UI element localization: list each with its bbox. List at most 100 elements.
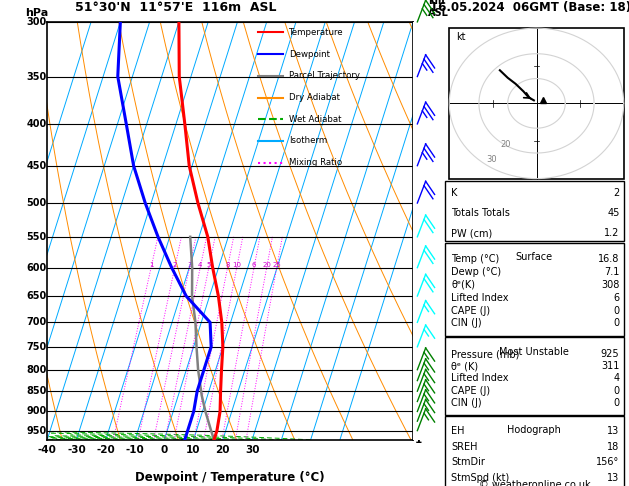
Text: 1: 1	[149, 261, 153, 268]
Text: 2: 2	[613, 188, 620, 198]
Text: 0: 0	[613, 398, 620, 408]
Bar	[445, 243, 624, 336]
Text: 300: 300	[26, 17, 47, 27]
Text: 51°30'N  11°57'E  116m  ASL: 51°30'N 11°57'E 116m ASL	[74, 0, 276, 14]
Text: 10: 10	[186, 445, 201, 455]
Bar	[449, 28, 624, 179]
Text: kt: kt	[455, 32, 465, 42]
Text: 750: 750	[26, 342, 47, 352]
Text: 500: 500	[26, 198, 47, 208]
Text: 950: 950	[26, 426, 47, 435]
Text: Lifted Index: Lifted Index	[452, 373, 509, 383]
Text: SREH: SREH	[452, 441, 478, 451]
Text: 650: 650	[26, 291, 47, 301]
Text: Pressure (mb): Pressure (mb)	[452, 349, 520, 359]
Text: K: K	[452, 188, 458, 198]
Text: 900: 900	[26, 406, 47, 417]
Text: 400: 400	[26, 119, 47, 129]
Text: 10: 10	[232, 261, 242, 268]
Text: 2: 2	[172, 261, 177, 268]
Text: -40: -40	[38, 445, 57, 455]
Text: Wet Adiabat: Wet Adiabat	[289, 115, 341, 124]
Text: 20: 20	[262, 261, 271, 268]
Text: 311: 311	[601, 361, 620, 371]
Text: Dewpoint: Dewpoint	[289, 50, 330, 58]
Text: 25: 25	[272, 261, 281, 268]
Text: 0: 0	[160, 445, 168, 455]
Text: θᵉ(K): θᵉ(K)	[452, 280, 476, 290]
Text: Mixing Ratio: Mixing Ratio	[289, 158, 342, 167]
Text: 16.05.2024  06GMT (Base: 18): 16.05.2024 06GMT (Base: 18)	[430, 0, 629, 14]
Text: 4: 4	[613, 373, 620, 383]
Text: 1: 1	[415, 435, 422, 445]
Text: CIN (J): CIN (J)	[452, 318, 482, 329]
Text: -10: -10	[126, 445, 145, 455]
Text: 4: 4	[415, 291, 422, 301]
Text: Dewpoint / Temperature (°C): Dewpoint / Temperature (°C)	[135, 471, 325, 484]
Text: Surface: Surface	[516, 252, 553, 262]
Text: 6: 6	[252, 261, 256, 268]
Text: 30: 30	[486, 156, 496, 164]
Text: CAPE (J): CAPE (J)	[452, 306, 491, 315]
Bar	[445, 416, 624, 486]
Text: 156°: 156°	[596, 457, 620, 468]
Text: 925: 925	[601, 349, 620, 359]
Text: Dewp (°C): Dewp (°C)	[452, 267, 501, 277]
Bar	[445, 337, 624, 415]
Text: 16.8: 16.8	[598, 254, 620, 264]
Text: 308: 308	[601, 280, 620, 290]
Text: 450: 450	[26, 161, 47, 171]
Text: 3: 3	[415, 342, 422, 352]
Text: 600: 600	[26, 262, 47, 273]
Text: 800: 800	[26, 364, 47, 375]
Text: 0: 0	[613, 385, 620, 396]
Text: Parcel Trajectory: Parcel Trajectory	[289, 71, 360, 80]
Text: Isotherm: Isotherm	[289, 137, 327, 145]
Text: 45: 45	[607, 208, 620, 218]
Text: © weatheronline.co.uk: © weatheronline.co.uk	[479, 480, 590, 486]
Text: 18: 18	[607, 441, 620, 451]
Text: CIN (J): CIN (J)	[452, 398, 482, 408]
Text: hPa: hPa	[25, 8, 48, 17]
Text: StmDir: StmDir	[452, 457, 486, 468]
Text: 30: 30	[245, 445, 259, 455]
Text: Hodograph: Hodograph	[508, 425, 561, 435]
Text: -20: -20	[96, 445, 115, 455]
Text: PW (cm): PW (cm)	[452, 228, 493, 238]
Text: Totals Totals: Totals Totals	[452, 208, 510, 218]
Text: 8: 8	[415, 67, 422, 76]
Text: θᵉ (K): θᵉ (K)	[452, 361, 479, 371]
Text: 5: 5	[415, 238, 422, 248]
Text: Most Unstable: Most Unstable	[499, 347, 569, 357]
Text: 0: 0	[613, 318, 620, 329]
Text: 7: 7	[415, 128, 422, 138]
Text: 1.2: 1.2	[604, 228, 620, 238]
Text: 6: 6	[415, 184, 422, 193]
Text: 13: 13	[607, 473, 620, 483]
Text: 850: 850	[26, 386, 47, 396]
Text: 7.1: 7.1	[604, 267, 620, 277]
Bar	[445, 181, 624, 242]
Text: 13: 13	[607, 426, 620, 435]
Text: -30: -30	[67, 445, 86, 455]
Text: 4: 4	[198, 261, 203, 268]
Text: 20: 20	[501, 140, 511, 149]
Text: LCL: LCL	[415, 391, 431, 400]
Text: 350: 350	[26, 71, 47, 82]
Text: StmSpd (kt): StmSpd (kt)	[452, 473, 509, 483]
Text: 700: 700	[26, 317, 47, 328]
Text: km
ASL: km ASL	[428, 0, 448, 17]
Text: 0: 0	[613, 306, 620, 315]
Text: 8: 8	[225, 261, 230, 268]
Text: EH: EH	[452, 426, 465, 435]
Text: 6: 6	[613, 293, 620, 303]
Text: Dry Adiabat: Dry Adiabat	[289, 93, 340, 102]
Text: Mixing Ratio (g/kg): Mixing Ratio (g/kg)	[452, 191, 462, 271]
Text: Lifted Index: Lifted Index	[452, 293, 509, 303]
Text: 5: 5	[206, 261, 211, 268]
Text: CAPE (J): CAPE (J)	[452, 385, 491, 396]
Text: Temp (°C): Temp (°C)	[452, 254, 499, 264]
Text: 20: 20	[216, 445, 230, 455]
Text: 3: 3	[187, 261, 192, 268]
Text: Temperature: Temperature	[289, 28, 343, 37]
